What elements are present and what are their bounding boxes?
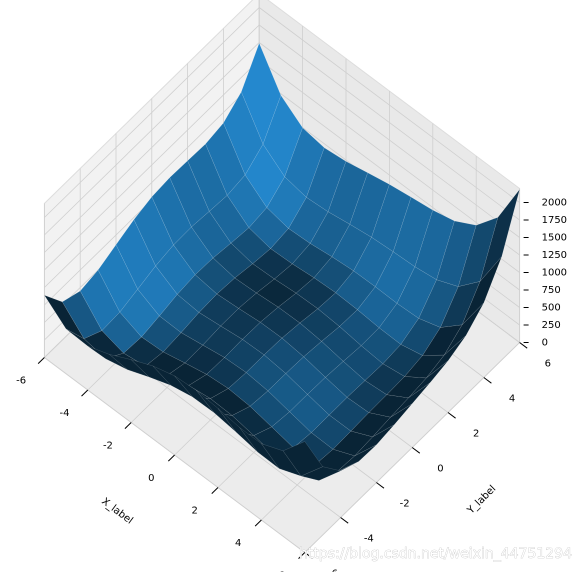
z-tick-label: 0 [542, 338, 548, 349]
x-tick-label: -2 [103, 440, 113, 451]
surface-patch [282, 441, 324, 477]
y-tick [447, 412, 456, 419]
y-tick [340, 517, 349, 524]
y-tick-label: 6 [545, 359, 551, 370]
y-tick-label: -6 [328, 569, 338, 572]
grid-line [258, 42, 520, 238]
x-tick-label: 2 [192, 505, 198, 516]
x-tick [81, 389, 89, 397]
surface-patch [372, 403, 413, 438]
x-tick [167, 454, 175, 462]
x-tick [211, 487, 219, 494]
grid-line [44, 77, 260, 288]
z-tick-label: 1500 [542, 233, 567, 244]
y-tick-label: 0 [437, 464, 443, 475]
y-tick [411, 447, 421, 454]
x-tick-label: 4 [235, 538, 241, 549]
z-tick-label: 250 [542, 320, 561, 331]
z-tick-label: 1250 [542, 250, 567, 261]
z-tick-label: 750 [542, 285, 561, 296]
x-tick [37, 357, 45, 364]
grid-line [258, 24, 520, 221]
x-tick [254, 519, 262, 527]
x-tick-label: -6 [16, 375, 26, 386]
watermark: https://blog.csdn.net/weixin_44751294 [299, 546, 572, 562]
y-axis-label: Y_label [465, 483, 498, 516]
grid-line [44, 7, 260, 218]
grid-line [44, 59, 260, 271]
y-tick [483, 377, 492, 384]
y-tick [376, 482, 385, 489]
x-tick-label: 6 [278, 570, 284, 572]
y-tick-label: -4 [364, 534, 374, 545]
x-tick [124, 422, 132, 429]
grid-line [44, 42, 260, 253]
x-tick-label: 0 [148, 473, 154, 484]
y-tick-label: 2 [473, 429, 479, 440]
z-tick-label: 1750 [542, 215, 567, 226]
z-tick-label: 2000 [542, 198, 567, 209]
y-tick-label: 4 [509, 394, 515, 405]
surface-patch [461, 256, 502, 325]
grid-line [44, 24, 260, 236]
grid-line [258, 7, 520, 203]
grid-line [258, 59, 520, 256]
surface [43, 42, 520, 481]
y-tick [304, 552, 313, 559]
y-tick [519, 342, 528, 349]
surface-patch [336, 444, 377, 473]
z-tick-label: 500 [542, 303, 561, 314]
x-tick [298, 552, 306, 559]
y-tick-label: -2 [400, 499, 410, 510]
x-tick-label: -4 [60, 408, 70, 419]
z-tick-label: 1000 [542, 268, 567, 279]
x-axis-label: X_label [99, 496, 134, 526]
